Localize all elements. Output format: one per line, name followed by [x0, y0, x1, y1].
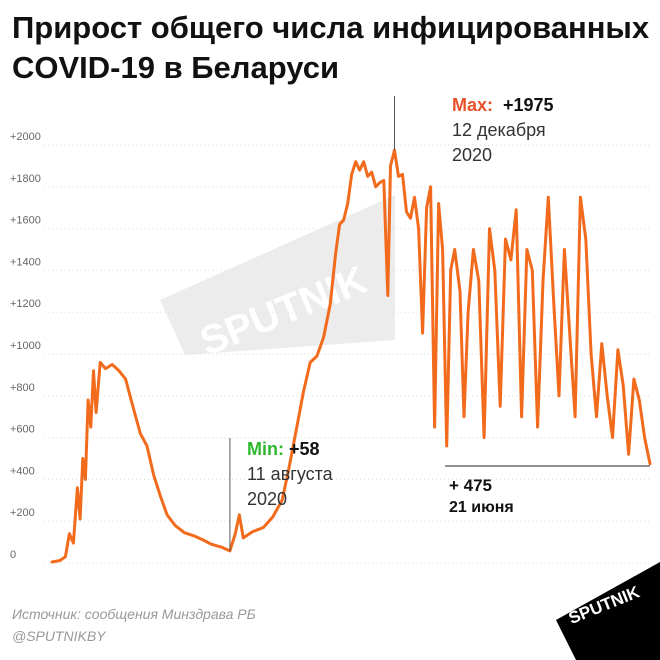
y-tick-label: +2000	[10, 131, 41, 143]
max-value: +1975	[503, 95, 554, 115]
y-tick-label: 0	[10, 549, 16, 561]
y-tick-label: +1200	[10, 298, 41, 310]
source-note: Источник: сообщения Минздрава РБ	[12, 606, 256, 622]
watermark-shape	[160, 195, 395, 355]
max-year: 2020	[452, 145, 492, 165]
max-label: Max:	[452, 95, 493, 115]
y-tick-label: +800	[10, 382, 35, 394]
y-tick-label: +1400	[10, 256, 41, 268]
max-date: 12 декабря	[452, 120, 546, 140]
min-year: 2020	[247, 489, 287, 509]
y-tick-label: +200	[10, 507, 35, 519]
logo-shape	[556, 562, 660, 660]
y-tick-label: +1800	[10, 173, 41, 185]
min-date: 11 августа	[247, 464, 334, 484]
min-value: +58	[289, 439, 320, 459]
y-tick-label: +1600	[10, 215, 41, 227]
min-label: Min:	[247, 439, 284, 459]
chart-title: Прирост общего числа инфицированных COVI…	[12, 10, 650, 85]
last-date: 21 июня	[449, 499, 514, 516]
sputnik-logo: SPUTNIK	[556, 562, 660, 660]
y-tick-label: +400	[10, 465, 35, 477]
y-tick-label: +600	[10, 424, 35, 436]
social-handle: @SPUTNIKBY	[12, 628, 106, 644]
last-value: + 475	[449, 476, 492, 495]
series-line	[50, 148, 652, 564]
y-tick-label: +1000	[10, 340, 41, 352]
